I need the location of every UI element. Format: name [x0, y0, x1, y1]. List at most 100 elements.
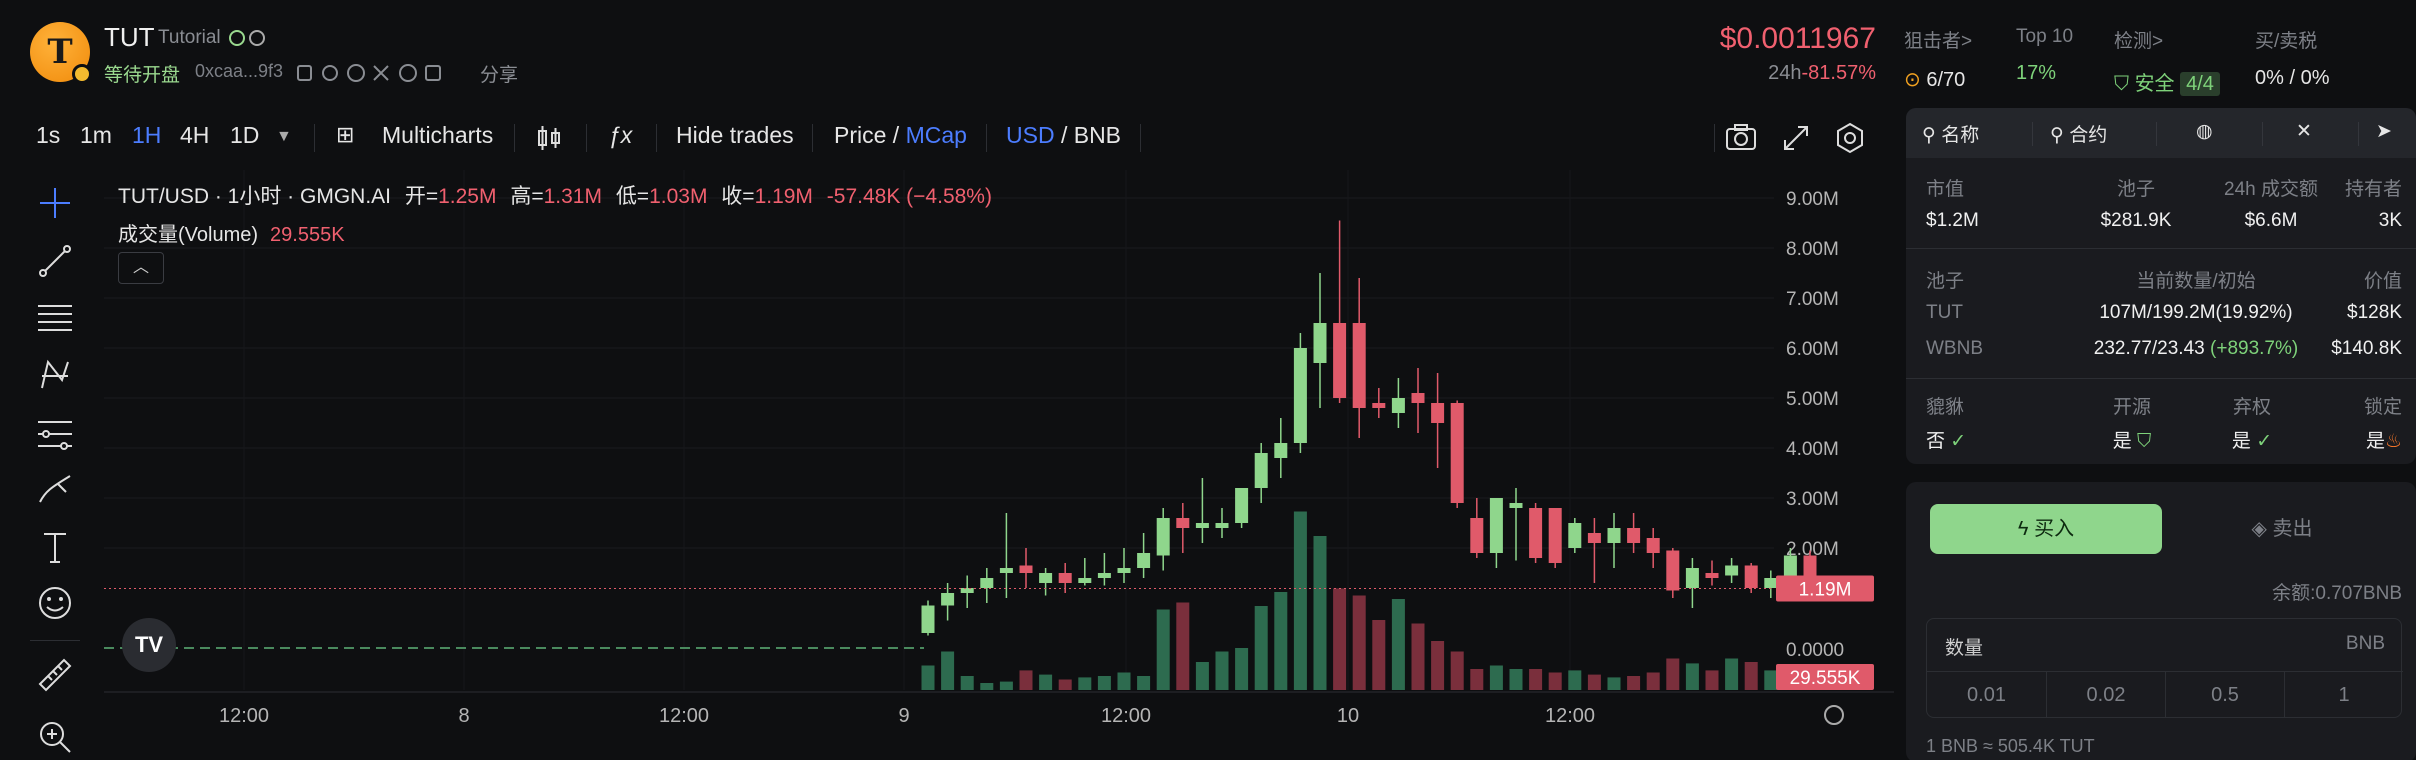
crosshair-icon[interactable] — [36, 184, 74, 222]
share-button[interactable]: 分享 — [480, 65, 519, 86]
candle-body — [1058, 573, 1072, 583]
candlestick-plot[interactable]: 9.00M 8.00M 7.00M 6.00M 5.00M 4.00M 3.00M 2.00M… — [104, 170, 1894, 760]
amount-preset[interactable]: 1 — [2284, 671, 2403, 717]
high-value: 1.31M — [543, 185, 602, 208]
candle-body — [1352, 323, 1366, 408]
buy-tab-button[interactable]: ϟ 买入 — [1930, 504, 2162, 554]
add-chart-icon[interactable]: ⊞ — [336, 122, 355, 147]
hide-trades-button[interactable]: Hide trades — [676, 122, 794, 148]
price-change-24h: 24h-81.57% — [1768, 62, 1876, 85]
amount-preset[interactable]: 0.5 — [2165, 671, 2284, 717]
x-social-icon[interactable]: ✕ — [2296, 121, 2312, 142]
sell-tab-button[interactable]: ◈ 卖出 — [2166, 504, 2398, 554]
check-icon: ✓ — [2256, 431, 2273, 452]
interval-1h[interactable]: 1H — [132, 122, 162, 148]
candle-body — [1568, 523, 1582, 548]
stat-label: 检测> — [2114, 31, 2164, 52]
volume-bar — [1352, 595, 1366, 690]
indicators-icon[interactable]: ƒx — [608, 122, 633, 148]
globe-icon[interactable]: ◍ — [2196, 121, 2213, 142]
volume-label: 成交量(Volume) — [118, 224, 259, 246]
target-icon: ⊙ — [1904, 69, 1921, 91]
volume-bar — [1019, 670, 1033, 690]
amount-preset[interactable]: 0.02 — [2046, 671, 2165, 717]
volume-bar — [1587, 674, 1601, 690]
legend-title: TUT/USD · 1小时 · GMGN.AI — [118, 185, 391, 208]
drawing-toolbar — [0, 170, 100, 760]
volume-bar — [1646, 672, 1660, 690]
settings-gear-icon[interactable] — [1834, 122, 1866, 154]
fib-retracement-icon[interactable] — [36, 298, 74, 336]
price-chart[interactable]: 9.00M 8.00M 7.00M 6.00M 5.00M 4.00M 3.00M 2.00M… — [104, 170, 1894, 760]
tab-search-name[interactable]: ⚲ 名称 — [1922, 125, 1980, 146]
prediction-icon[interactable] — [36, 414, 74, 452]
text-tool-icon[interactable] — [36, 528, 74, 566]
mcap-option[interactable]: MCap — [905, 122, 967, 148]
currency-toggle[interactable]: USD / BNB — [1006, 122, 1122, 148]
stat-tax: 买/卖税 0% / 0% — [2255, 26, 2329, 90]
interval-1m[interactable]: 1m — [80, 122, 112, 148]
amount-input-box[interactable]: 数量 BNB 0.01 0.02 0.5 1 — [1926, 618, 2403, 718]
trendline-icon[interactable] — [36, 242, 74, 280]
low-label: 低= — [615, 185, 650, 208]
stat-security-check[interactable]: 检测> ⛉ 安全 4/4 — [2114, 26, 2220, 96]
collapse-legend-button[interactable]: ︿ — [118, 252, 164, 284]
tradingview-logo[interactable]: TV — [122, 618, 176, 672]
volume-tag: 29.555K — [1790, 668, 1861, 689]
candle-body — [1411, 393, 1425, 403]
candle-body — [1195, 523, 1209, 528]
price-mcap-toggle[interactable]: Price / MCap — [834, 122, 967, 148]
pattern-icon[interactable] — [36, 356, 74, 394]
multicharts-button[interactable]: Multicharts — [382, 122, 494, 148]
x-tick-label: 9 — [898, 705, 909, 727]
volume-bar — [999, 681, 1013, 690]
interval-4h[interactable]: 4H — [180, 122, 210, 148]
y-tick-label: 4.00M — [1786, 439, 1839, 460]
volume-bar — [1215, 651, 1229, 690]
flag-value: 是 — [2365, 431, 2385, 452]
candle-style-icon[interactable] — [534, 124, 564, 152]
x-tick-label: 10 — [1337, 705, 1359, 727]
telegram-icon[interactable]: ➤ — [2376, 121, 2392, 142]
price-option[interactable]: Price — [834, 122, 887, 148]
stat-label: 24h 成交额 — [2224, 179, 2318, 200]
candle-body — [960, 588, 974, 593]
brush-icon[interactable] — [36, 470, 74, 508]
interval-1s[interactable]: 1s — [36, 122, 61, 148]
volume-bar — [1274, 592, 1288, 690]
volume-bar — [1431, 641, 1445, 690]
fullscreen-icon[interactable] — [1782, 124, 1810, 152]
emoji-icon[interactable] — [36, 584, 74, 622]
shield-check-icon: ⛉ — [2137, 431, 2152, 452]
amount-preset[interactable]: 0.01 — [1927, 671, 2046, 717]
flag-label: 开源 — [2112, 397, 2151, 418]
tab-search-contract[interactable]: ⚲ 合约 — [2050, 125, 2108, 146]
volume-bar — [1039, 674, 1053, 690]
volume-bar — [1137, 676, 1151, 690]
website-icon — [399, 64, 417, 82]
contract-address[interactable]: 0xcaa...9f3 — [195, 61, 284, 81]
holders-value[interactable]: 3K — [2378, 210, 2402, 231]
camera-icon[interactable] — [1724, 122, 1758, 152]
volume-bar — [1372, 620, 1386, 690]
token-symbol: TUT — [104, 22, 155, 52]
interval-1d[interactable]: 1D — [230, 122, 260, 148]
x-tick-label: 12:00 — [219, 705, 269, 727]
chevron-down-icon[interactable]: ▼ — [276, 128, 292, 145]
pool-row-amount: 232.77/23.43 (+893.7%) — [2056, 338, 2336, 360]
usd-option[interactable]: USD — [1006, 122, 1055, 148]
x-tick-label: 12:00 — [1545, 705, 1595, 727]
candle-body — [1039, 573, 1053, 583]
candle-body — [1097, 573, 1111, 578]
candle-body — [1489, 498, 1503, 553]
stat-snipers[interactable]: 狙击者> ⊙ 6/70 — [1904, 26, 1972, 92]
candle-body — [1509, 503, 1523, 508]
pool-row-value: $140.8K — [2331, 338, 2402, 359]
price-tag: 1.19M — [1799, 580, 1852, 601]
open-value: 1.25M — [438, 185, 497, 208]
token-stats-card: ⚲ 名称 ⚲ 合约 ◍ ✕ ➤ 市值 池子 24h 成交额 持有者 $1.2M … — [1906, 108, 2416, 464]
candle-body — [1548, 508, 1562, 563]
zoom-icon[interactable] — [36, 718, 74, 756]
bnb-option[interactable]: BNB — [1073, 122, 1122, 148]
ruler-icon[interactable] — [36, 656, 74, 694]
